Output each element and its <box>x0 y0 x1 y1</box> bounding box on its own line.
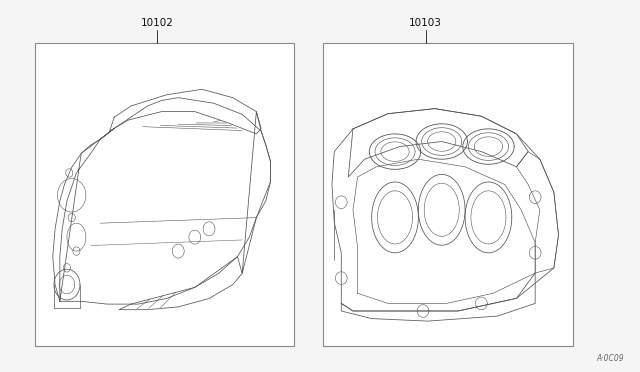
Text: A·0C09: A·0C09 <box>596 354 624 363</box>
Text: 10103: 10103 <box>409 18 442 28</box>
Bar <box>35 43 294 346</box>
Bar <box>323 43 573 346</box>
Text: 10102: 10102 <box>140 18 173 28</box>
